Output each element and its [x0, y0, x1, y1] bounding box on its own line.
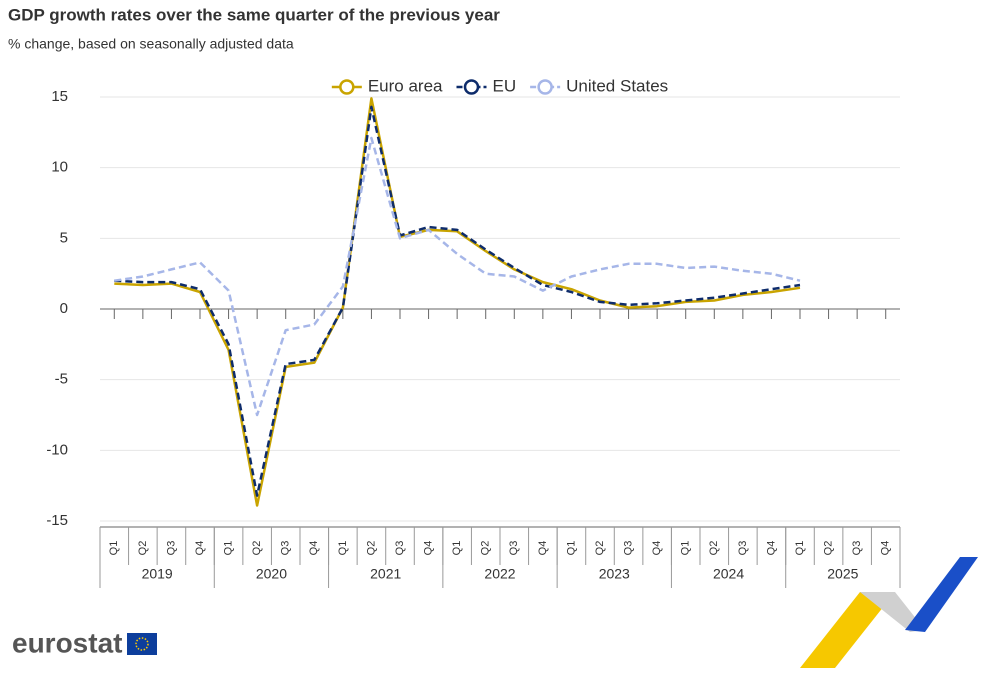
x-tick-label: Q2 — [251, 541, 263, 556]
legend-label: United States — [566, 76, 668, 95]
y-tick-label: -5 — [55, 371, 68, 388]
y-tick-label: -15 — [46, 512, 68, 529]
x-tick-label: Q1 — [794, 541, 806, 556]
year-label: 2025 — [827, 566, 858, 582]
x-tick-label: Q4 — [194, 541, 206, 556]
y-tick-label: 0 — [60, 300, 68, 317]
y-tick-label: 10 — [51, 159, 68, 176]
x-tick-label: Q2 — [708, 541, 720, 556]
legend: Euro area EU United States — [331, 76, 668, 95]
x-tick-label: Q4 — [765, 541, 777, 556]
x-tick-label: Q2 — [594, 541, 606, 556]
x-tick-label: Q1 — [337, 541, 349, 556]
x-tick-label: Q3 — [394, 541, 406, 556]
y-tick-label: 15 — [51, 88, 68, 105]
year-label: 2021 — [370, 566, 401, 582]
x-tick-label: Q4 — [880, 541, 892, 556]
year-label: 2019 — [142, 566, 173, 582]
x-tick-label: Q4 — [651, 541, 663, 556]
chart-title: GDP growth rates over the same quarter o… — [8, 5, 500, 24]
x-tick-label: Q4 — [308, 541, 320, 556]
x-tick-label: Q4 — [422, 541, 434, 556]
x-tick-label: Q4 — [537, 541, 549, 556]
x-tick-label: Q3 — [165, 541, 177, 556]
eu-stars — [135, 637, 149, 651]
legend-marker — [339, 79, 355, 95]
brand-logo: eurostat — [12, 627, 122, 658]
legend-marker — [463, 79, 480, 95]
eu-flag — [127, 633, 157, 655]
x-tick-label: Q2 — [365, 541, 377, 556]
x-tick-label: Q2 — [137, 541, 149, 556]
x-tick-label: Q3 — [622, 541, 634, 556]
year-label: 2024 — [713, 566, 744, 582]
legend-label: EU — [492, 76, 516, 95]
x-tick-label: Q1 — [565, 541, 577, 556]
x-tick-label: Q3 — [508, 541, 520, 556]
decor-blue — [905, 557, 978, 632]
series-line — [114, 136, 801, 417]
legend-marker — [537, 79, 553, 95]
year-label: 2022 — [484, 566, 515, 582]
x-tick-label: Q1 — [451, 541, 463, 556]
series-line — [114, 105, 801, 497]
series-line — [114, 97, 801, 507]
legend-label: Euro area — [368, 76, 443, 95]
decor-yellow — [800, 592, 895, 668]
x-tick-label: Q3 — [851, 541, 863, 556]
y-tick-label: -10 — [46, 441, 68, 458]
y-tick-label: 5 — [60, 229, 68, 246]
chart-subtitle: % change, based on seasonally adjusted d… — [8, 36, 294, 52]
legend-item: EU — [456, 76, 516, 95]
x-tick-label: Q2 — [822, 541, 834, 556]
x-tick-label: Q3 — [737, 541, 749, 556]
year-label: 2023 — [599, 566, 630, 582]
x-tick-label: Q3 — [280, 541, 292, 556]
x-tick-label: Q2 — [480, 541, 492, 556]
decor-grey — [860, 592, 925, 632]
x-tick-label: Q1 — [680, 541, 692, 556]
year-label: 2020 — [256, 566, 287, 582]
legend-item: United States — [530, 76, 668, 95]
x-tick-label: Q1 — [108, 541, 120, 556]
legend-item: Euro area — [331, 76, 443, 95]
x-tick-label: Q1 — [222, 541, 234, 556]
